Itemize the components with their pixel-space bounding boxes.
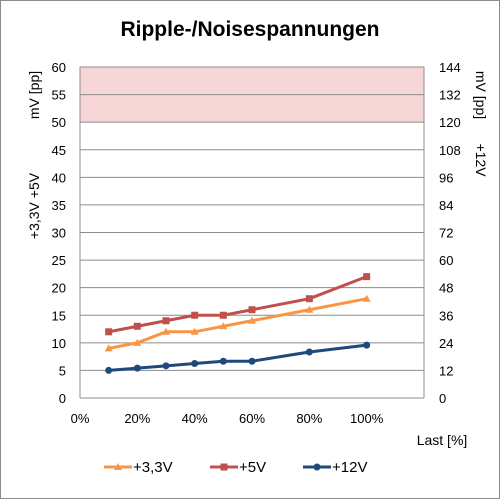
y-right-axis-title-2: +12V	[473, 143, 489, 177]
legend-marker-0	[114, 463, 122, 470]
series-1-point-4	[219, 311, 227, 319]
chart-title: Ripple-/Noisespannungen	[120, 18, 379, 41]
y-right-tick-label-6: 72	[439, 226, 453, 241]
x-tick-label-1: 20%	[124, 411, 150, 426]
y-left-tick-label-11: 55	[52, 88, 66, 103]
series-2-point-7	[363, 341, 371, 349]
x-tick-label-3: 60%	[239, 411, 265, 426]
y-left-tick-label-6: 30	[52, 226, 66, 241]
y-right-tick-label-0: 0	[439, 391, 446, 406]
legend-marker-2	[313, 463, 321, 471]
x-tick-label-5: 100%	[350, 411, 384, 426]
x-tick-label-4: 80%	[296, 411, 322, 426]
series-2-line	[108, 343, 367, 372]
x-tick-label-2: 40%	[182, 411, 208, 426]
series-1-point-6	[305, 295, 313, 303]
y-left-axis-title-2: +3,3V +5V	[26, 172, 42, 239]
series-0-point-0	[104, 344, 113, 352]
y-left-tick-label-10: 50	[52, 115, 66, 130]
series-2-point-5	[248, 357, 256, 365]
series-1-point-2	[162, 317, 170, 325]
series-1-point-0	[105, 328, 113, 336]
series-0-point-4	[219, 322, 228, 330]
y-right-axis-title-1: mV [pp]	[473, 71, 489, 119]
series-2-point-3	[191, 360, 199, 368]
y-left-tick-label-5: 25	[52, 253, 66, 268]
series-0-line	[108, 297, 367, 350]
series-0-point-3	[190, 327, 199, 335]
y-left-axis-title-1: mV [pp]	[26, 71, 42, 119]
y-right-tick-label-5: 60	[439, 253, 453, 268]
legend: +3,3V +5V +12V	[104, 459, 367, 476]
legend-marker-1	[220, 463, 228, 471]
series-0-point-5	[248, 316, 256, 324]
series-2-point-0	[105, 366, 113, 374]
series-0-point-6	[305, 305, 314, 313]
series-0-point-7	[362, 294, 371, 302]
x-tick-label-0: 0%	[71, 411, 90, 426]
y-right-tick-label-12: 144	[439, 60, 461, 75]
y-left-tick-label-3: 15	[52, 308, 66, 323]
series-0-point-1	[133, 338, 142, 346]
y-right-tick-label-7: 84	[439, 198, 453, 213]
series-1-point-3	[191, 311, 199, 319]
legend-label-1: +5V	[239, 459, 266, 476]
series-1-point-7	[363, 273, 371, 281]
y-right-tick-label-2: 24	[439, 336, 453, 351]
legend-label-2: +12V	[332, 459, 367, 476]
series-1-point-1	[133, 322, 141, 330]
y-left-tick-label-0: 0	[59, 391, 66, 406]
y-right-tick-label-1: 12	[439, 363, 453, 378]
series-2-point-1	[133, 364, 141, 372]
y-right-tick-label-8: 96	[439, 170, 453, 185]
series-0-point-2	[162, 327, 170, 335]
y-right-tick-label-3: 36	[439, 308, 453, 323]
x-axis-title: Last [%]	[417, 432, 468, 448]
y-left-tick-label-1: 5	[59, 363, 66, 378]
y-right-tick-label-10: 120	[439, 115, 461, 130]
series-1-line	[108, 275, 368, 334]
y-left-tick-label-4: 20	[52, 281, 66, 296]
y-left-tick-label-7: 35	[52, 198, 66, 213]
series-2-point-2	[162, 362, 170, 370]
y-right-tick-label-11: 132	[439, 88, 461, 103]
plot-area: 0 5 10 15 20 25 30 35 40 45 50 55 60 0 12 24 36 48 60 72 84 9…	[52, 60, 461, 426]
series-2-point-6	[305, 348, 313, 356]
legend-label-0: +3,3V	[133, 459, 173, 476]
series-2-point-4	[219, 357, 227, 365]
y-left-tick-label-2: 10	[52, 336, 66, 351]
y-right-tick-label-4: 48	[439, 281, 453, 296]
series-1-point-5	[248, 306, 256, 314]
y-left-tick-label-12: 60	[52, 60, 66, 75]
y-right-tick-label-9: 108	[439, 143, 461, 158]
y-left-tick-label-8: 40	[52, 170, 66, 185]
y-left-tick-label-9: 45	[52, 143, 66, 158]
